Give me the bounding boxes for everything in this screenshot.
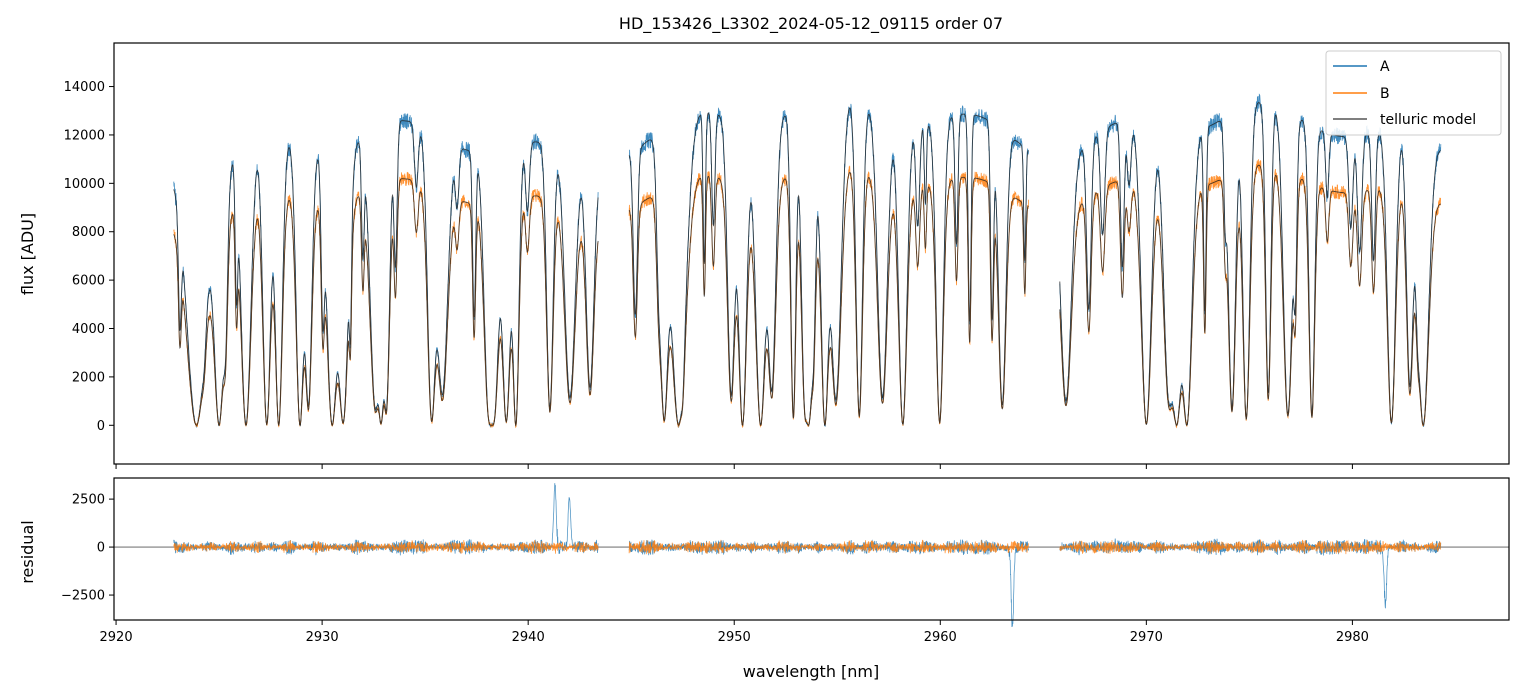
flux-y-axis-label: flux [ADU]	[18, 213, 37, 295]
residual-y-tick-label: 2500	[72, 493, 105, 508]
flux-y-tick-label: 12000	[64, 128, 105, 143]
flux-y-ticks: 0 2000 4000 6000 8000 10000 12000 14000	[64, 80, 114, 434]
residual-y-tick-label: −2500	[61, 589, 105, 604]
telluric-model-line	[628, 171, 1029, 427]
legend-box	[1325, 50, 1502, 136]
residual-y-ticks: −2500 0 2500	[61, 493, 114, 604]
residual-y-axis-label: residual	[18, 520, 37, 583]
flux-y-tick-label: 0	[97, 419, 105, 434]
series-b-residual-line	[1059, 538, 1441, 555]
x-axis-label: wavelength [nm]	[743, 662, 880, 681]
flux-panel: 0 2000 4000 6000 8000 10000 12000 14000 flux [A…	[18, 42, 1510, 469]
flux-y-tick-label: 6000	[72, 274, 105, 289]
telluric-model-line	[628, 107, 1029, 427]
residual-x-tick-label: 2920	[100, 630, 133, 645]
chart-title: HD_153426_L3302_2024-05-12_09115 order 0…	[619, 14, 1003, 34]
flux-y-tick-label: 2000	[72, 370, 105, 385]
telluric-model-line	[1059, 102, 1441, 426]
residual-x-tick-label: 2970	[1130, 630, 1163, 645]
series-b-residual-line	[173, 539, 599, 555]
residual-x-tick-label: 2980	[1336, 630, 1369, 645]
flux-y-tick-label: 4000	[72, 322, 105, 337]
flux-y-tick-label: 8000	[72, 225, 105, 240]
residual-x-tick-label: 2960	[924, 630, 957, 645]
flux-y-tick-label: 10000	[64, 177, 105, 192]
flux-plot-frame	[113, 42, 1510, 465]
residual-series-group	[114, 483, 1509, 628]
flux-series-group	[173, 93, 1442, 429]
series-b-residual-line	[628, 539, 1030, 555]
legend-label-b: B	[1380, 86, 1390, 102]
residual-x-tick-label: 2930	[306, 630, 339, 645]
residual-x-ticks: 2920 2930 2940 2950 2960 2970 2980	[100, 620, 1369, 645]
residual-y-tick-label: 0	[97, 541, 105, 556]
legend-label-a: A	[1380, 59, 1390, 75]
residual-x-tick-label: 2940	[512, 630, 545, 645]
flux-x-ticks	[115, 464, 1353, 469]
residual-plot-frame	[113, 477, 1510, 621]
telluric-model-line	[1059, 164, 1442, 426]
legend-label-telluric: telluric model	[1380, 112, 1476, 128]
flux-y-tick-label: 14000	[64, 80, 105, 95]
residual-x-tick-label: 2950	[718, 630, 751, 645]
telluric-model-line	[173, 178, 599, 426]
legend: A B telluric model	[1325, 50, 1502, 136]
